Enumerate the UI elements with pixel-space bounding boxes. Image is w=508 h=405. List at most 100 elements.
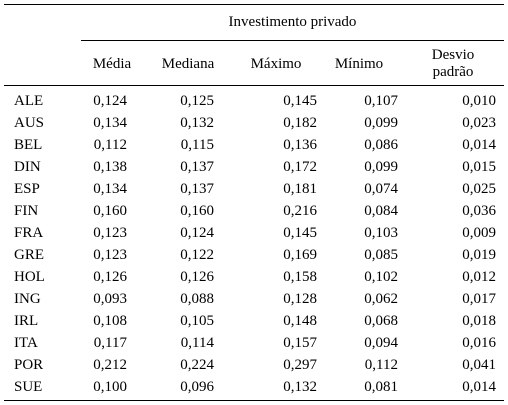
minimo-cell: 0,102 bbox=[364, 269, 398, 285]
minimo-cell: 0,085 bbox=[364, 247, 398, 263]
media-cell: 0,123 bbox=[93, 225, 127, 241]
header-rule bbox=[4, 85, 504, 86]
table-row: BEL 0,112 0,115 0,136 0,086 0,014 bbox=[0, 135, 508, 155]
minimo-cell: 0,107 bbox=[364, 93, 398, 109]
maximo-cell: 0,182 bbox=[283, 115, 317, 131]
table-row: GRE 0,123 0,122 0,169 0,085 0,019 bbox=[0, 245, 508, 265]
table-row: ALE 0,124 0,125 0,145 0,107 0,010 bbox=[0, 91, 508, 111]
mediana-cell: 0,132 bbox=[180, 115, 214, 131]
media-cell: 0,093 bbox=[93, 291, 127, 307]
country-cell: ALE bbox=[14, 93, 44, 109]
country-cell: BEL bbox=[14, 137, 43, 153]
media-cell: 0,100 bbox=[93, 379, 127, 395]
table-row: FRA 0,123 0,124 0,145 0,103 0,009 bbox=[0, 223, 508, 243]
group-rule bbox=[81, 40, 504, 41]
mediana-cell: 0,137 bbox=[180, 181, 214, 197]
desvio-cell: 0,036 bbox=[462, 203, 496, 219]
minimo-cell: 0,068 bbox=[364, 313, 398, 329]
desvio-cell: 0,018 bbox=[462, 313, 496, 329]
media-cell: 0,108 bbox=[93, 313, 127, 329]
table-row: DIN 0,138 0,137 0,172 0,099 0,015 bbox=[0, 157, 508, 177]
country-cell: HOL bbox=[14, 269, 45, 285]
media-cell: 0,123 bbox=[93, 247, 127, 263]
country-cell: SUE bbox=[14, 379, 43, 395]
column-header-maximo: Máximo bbox=[250, 56, 302, 72]
maximo-cell: 0,128 bbox=[283, 291, 317, 307]
column-header-desvio-line1: Desvio bbox=[431, 47, 475, 63]
maximo-cell: 0,136 bbox=[283, 137, 317, 153]
media-cell: 0,134 bbox=[93, 115, 127, 131]
mediana-cell: 0,124 bbox=[180, 225, 214, 241]
desvio-cell: 0,023 bbox=[462, 115, 496, 131]
minimo-cell: 0,074 bbox=[364, 181, 398, 197]
mediana-cell: 0,137 bbox=[180, 159, 214, 175]
maximo-cell: 0,148 bbox=[283, 313, 317, 329]
column-header-media: Média bbox=[92, 56, 132, 72]
desvio-cell: 0,014 bbox=[462, 379, 496, 395]
media-cell: 0,117 bbox=[93, 335, 127, 351]
table-row: SUE 0,100 0,096 0,132 0,081 0,014 bbox=[0, 377, 508, 397]
country-cell: ING bbox=[14, 291, 41, 307]
minimo-cell: 0,084 bbox=[364, 203, 398, 219]
country-cell: IRL bbox=[14, 313, 39, 329]
country-cell: ITA bbox=[14, 335, 38, 351]
mediana-cell: 0,160 bbox=[180, 203, 214, 219]
country-cell: POR bbox=[14, 357, 44, 373]
top-rule bbox=[4, 4, 504, 5]
mediana-cell: 0,088 bbox=[180, 291, 214, 307]
media-cell: 0,124 bbox=[93, 93, 127, 109]
bottom-rule bbox=[4, 400, 504, 401]
media-cell: 0,160 bbox=[93, 203, 127, 219]
minimo-cell: 0,103 bbox=[364, 225, 398, 241]
minimo-cell: 0,099 bbox=[364, 159, 398, 175]
country-cell: GRE bbox=[14, 247, 44, 263]
country-cell: FIN bbox=[14, 203, 39, 219]
maximo-cell: 0,172 bbox=[283, 159, 317, 175]
maximo-cell: 0,157 bbox=[283, 335, 317, 351]
minimo-cell: 0,099 bbox=[364, 115, 398, 131]
minimo-cell: 0,086 bbox=[364, 137, 398, 153]
desvio-cell: 0,010 bbox=[462, 93, 496, 109]
desvio-cell: 0,041 bbox=[462, 357, 496, 373]
desvio-cell: 0,009 bbox=[462, 225, 496, 241]
maximo-cell: 0,216 bbox=[283, 203, 317, 219]
country-cell: ESP bbox=[14, 181, 40, 197]
maximo-cell: 0,145 bbox=[283, 93, 317, 109]
minimo-cell: 0,094 bbox=[364, 335, 398, 351]
media-cell: 0,212 bbox=[93, 357, 127, 373]
minimo-cell: 0,112 bbox=[364, 357, 398, 373]
mediana-cell: 0,126 bbox=[180, 269, 214, 285]
country-cell: DIN bbox=[14, 159, 41, 175]
mediana-cell: 0,105 bbox=[180, 313, 214, 329]
table-row: ING 0,093 0,088 0,128 0,062 0,017 bbox=[0, 289, 508, 309]
table-row: POR 0,212 0,224 0,297 0,112 0,041 bbox=[0, 355, 508, 375]
media-cell: 0,126 bbox=[93, 269, 127, 285]
column-header-mediana: Mediana bbox=[161, 56, 215, 72]
column-header-desvio-line2: padrão bbox=[432, 64, 474, 80]
mediana-cell: 0,125 bbox=[180, 93, 214, 109]
maximo-cell: 0,297 bbox=[283, 357, 317, 373]
desvio-cell: 0,017 bbox=[462, 291, 496, 307]
table-row: HOL 0,126 0,126 0,158 0,102 0,012 bbox=[0, 267, 508, 287]
maximo-cell: 0,181 bbox=[283, 181, 317, 197]
media-cell: 0,112 bbox=[93, 137, 127, 153]
table-row: FIN 0,160 0,160 0,216 0,084 0,036 bbox=[0, 201, 508, 221]
maximo-cell: 0,145 bbox=[283, 225, 317, 241]
table-row: AUS 0,134 0,132 0,182 0,099 0,023 bbox=[0, 113, 508, 133]
table-row: ESP 0,134 0,137 0,181 0,074 0,025 bbox=[0, 179, 508, 199]
table-row: IRL 0,108 0,105 0,148 0,068 0,018 bbox=[0, 311, 508, 331]
mediana-cell: 0,114 bbox=[180, 335, 214, 351]
media-cell: 0,134 bbox=[93, 181, 127, 197]
desvio-cell: 0,016 bbox=[462, 335, 496, 351]
desvio-cell: 0,014 bbox=[462, 137, 496, 153]
column-header-minimo: Mínimo bbox=[334, 56, 384, 72]
country-cell: AUS bbox=[14, 115, 45, 131]
maximo-cell: 0,169 bbox=[283, 247, 317, 263]
desvio-cell: 0,015 bbox=[462, 159, 496, 175]
desvio-cell: 0,019 bbox=[462, 247, 496, 263]
minimo-cell: 0,081 bbox=[364, 379, 398, 395]
country-cell: FRA bbox=[14, 225, 44, 241]
mediana-cell: 0,122 bbox=[180, 247, 214, 263]
mediana-cell: 0,115 bbox=[180, 137, 214, 153]
